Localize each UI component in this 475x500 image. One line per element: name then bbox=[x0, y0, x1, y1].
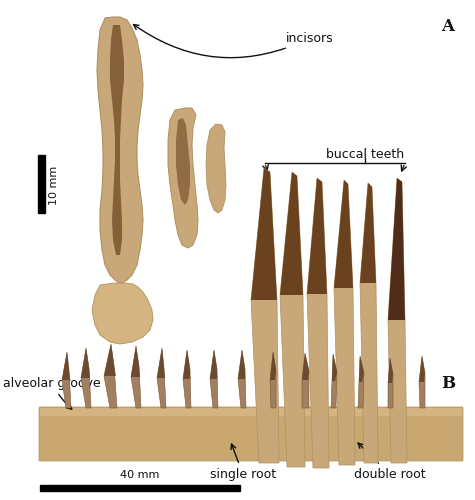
Polygon shape bbox=[104, 344, 116, 376]
Polygon shape bbox=[388, 178, 405, 320]
Polygon shape bbox=[419, 356, 425, 382]
Polygon shape bbox=[157, 348, 165, 378]
Polygon shape bbox=[307, 178, 329, 468]
Polygon shape bbox=[419, 356, 425, 408]
Polygon shape bbox=[388, 178, 407, 463]
Polygon shape bbox=[110, 25, 124, 255]
Polygon shape bbox=[183, 350, 190, 379]
Polygon shape bbox=[168, 108, 198, 248]
Polygon shape bbox=[97, 17, 143, 283]
Polygon shape bbox=[388, 358, 393, 383]
Text: 10 mm: 10 mm bbox=[49, 166, 59, 204]
Polygon shape bbox=[176, 118, 190, 205]
Polygon shape bbox=[334, 180, 355, 465]
Polygon shape bbox=[302, 353, 309, 408]
Text: incisors: incisors bbox=[133, 24, 334, 58]
Bar bbox=[40, 485, 240, 491]
Polygon shape bbox=[92, 283, 153, 344]
Polygon shape bbox=[388, 358, 393, 408]
FancyBboxPatch shape bbox=[39, 407, 463, 461]
Polygon shape bbox=[359, 356, 364, 382]
Polygon shape bbox=[307, 178, 327, 294]
Polygon shape bbox=[62, 352, 71, 408]
Text: B: B bbox=[441, 375, 455, 392]
Polygon shape bbox=[331, 354, 337, 408]
Polygon shape bbox=[251, 168, 279, 463]
Polygon shape bbox=[157, 348, 166, 408]
Polygon shape bbox=[131, 346, 141, 408]
Text: single root: single root bbox=[210, 444, 276, 481]
Text: alveolar groove: alveolar groove bbox=[3, 376, 101, 409]
Polygon shape bbox=[104, 344, 117, 408]
Polygon shape bbox=[270, 352, 276, 380]
Polygon shape bbox=[238, 350, 246, 408]
Polygon shape bbox=[332, 354, 337, 381]
Polygon shape bbox=[360, 183, 378, 463]
Polygon shape bbox=[81, 348, 91, 408]
Polygon shape bbox=[206, 124, 226, 213]
Bar bbox=[40, 408, 462, 416]
Polygon shape bbox=[183, 350, 191, 408]
Polygon shape bbox=[210, 350, 217, 379]
Polygon shape bbox=[302, 353, 309, 380]
Polygon shape bbox=[238, 350, 245, 379]
Polygon shape bbox=[280, 172, 305, 467]
Polygon shape bbox=[131, 346, 140, 377]
Polygon shape bbox=[270, 352, 276, 408]
Polygon shape bbox=[62, 352, 70, 380]
Text: 40 mm: 40 mm bbox=[120, 470, 160, 480]
Bar bbox=[38, 155, 45, 213]
Polygon shape bbox=[210, 350, 218, 408]
Polygon shape bbox=[334, 180, 353, 288]
Text: A: A bbox=[441, 18, 455, 35]
Text: buccal teeth: buccal teeth bbox=[326, 148, 404, 162]
Polygon shape bbox=[81, 348, 90, 378]
Polygon shape bbox=[358, 356, 364, 408]
Polygon shape bbox=[251, 168, 277, 300]
Polygon shape bbox=[280, 172, 303, 295]
Polygon shape bbox=[360, 183, 376, 283]
Text: double root: double root bbox=[354, 443, 426, 481]
